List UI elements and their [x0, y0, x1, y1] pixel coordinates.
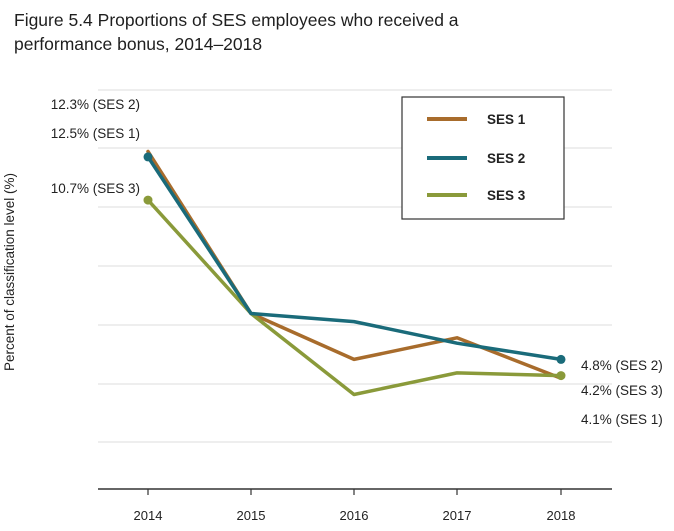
legend-box — [401, 96, 565, 220]
x-tick-label: 2015 — [237, 508, 266, 523]
legend: SES 1 SES 2 SES 3 — [401, 96, 565, 220]
x-tick-label: 2018 — [547, 508, 576, 523]
x-tick-label: 2017 — [443, 508, 472, 523]
data-label: 4.8% (SES 2) — [581, 358, 663, 373]
legend-label: SES 1 — [487, 112, 526, 127]
series-lines — [143, 149, 566, 397]
series-line-ses-2 — [146, 155, 563, 362]
data-label: 12.5% (SES 1) — [51, 126, 140, 141]
legend-label: SES 2 — [487, 151, 525, 166]
data-point-ses-3 — [143, 195, 153, 205]
y-axis-label: Percent of classification level (%) — [2, 173, 17, 371]
data-label: 4.1% (SES 1) — [581, 412, 663, 427]
chart-title-line2: performance bonus, 2014–2018 — [14, 34, 263, 54]
x-axis: 2014 2015 2016 2017 2018 — [98, 488, 612, 523]
data-point-ses-3 — [556, 371, 566, 381]
x-tick-label: 2014 — [134, 508, 163, 523]
data-label: 4.2% (SES 3) — [581, 383, 663, 398]
annotations: 12.3% (SES 2) 12.5% (SES 1) 10.7% (SES 3) 4… — [51, 97, 663, 427]
data-point-ses-2 — [556, 354, 566, 364]
data-point-ses-2 — [143, 152, 153, 162]
legend-label: SES 3 — [487, 188, 526, 203]
series-line-ses-3 — [146, 198, 563, 397]
x-tick-label: 2016 — [340, 508, 369, 523]
data-label: 12.3% (SES 2) — [51, 97, 140, 112]
data-label: 10.7% (SES 3) — [51, 181, 140, 196]
chart-title: Figure 5.4 Proportions of SES employees … — [14, 8, 614, 56]
chart-title-line1: Figure 5.4 Proportions of SES employees … — [14, 10, 459, 30]
